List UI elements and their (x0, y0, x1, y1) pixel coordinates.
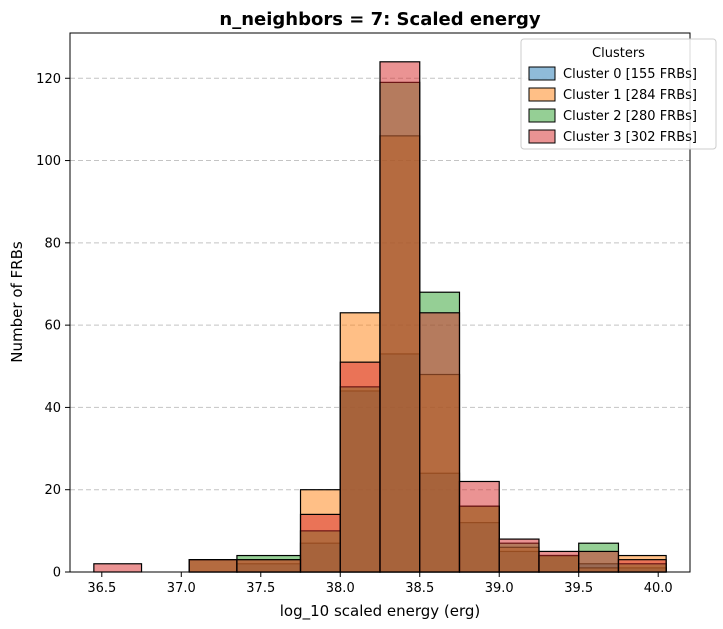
legend-label-3: Cluster 3 [302 FRBs] (563, 130, 697, 145)
y-tick-label-5: 100 (36, 154, 61, 169)
x-tick-label-3: 38.0 (326, 581, 355, 596)
legend-swatch-3 (528, 129, 556, 144)
y-tick-label-3: 60 (44, 319, 61, 334)
y-tick-label-2: 40 (44, 401, 61, 416)
bar-series3-bin4 (299, 513, 341, 573)
bar-series3-bin12 (617, 559, 667, 573)
y-axis: 0 20 40 60 80 100 120 (36, 72, 70, 581)
legend-swatch-2 (528, 108, 556, 123)
legend-title: Clusters (592, 46, 645, 61)
x-tick-label-5: 39.0 (485, 581, 514, 596)
y-tick-label-4: 80 (44, 236, 61, 251)
x-axis-title: log_10 scaled energy (erg) (280, 602, 481, 621)
legend: Clusters Cluster 0 [155 FRBs] Cluster 1 [2… (520, 38, 717, 150)
y-tick-label-1: 20 (44, 483, 61, 498)
bar-series3-bin2 (188, 559, 238, 573)
legend-label-2: Cluster 2 [280 FRBs] (563, 109, 697, 124)
legend-box (520, 38, 717, 150)
y-axis-title: Number of FRBs (8, 241, 26, 363)
bar-series3-bin9 (498, 538, 540, 573)
y-tick-label-0: 0 (53, 566, 61, 581)
legend-swatch-0 (528, 66, 556, 81)
bar-series3-bin3 (236, 559, 302, 573)
y-tick-label-6: 120 (36, 72, 61, 87)
x-tick-label-1: 37.0 (167, 581, 196, 596)
chart-title: n_neighbors = 7: Scaled energy (219, 9, 540, 30)
bar-series3-bin0 (93, 563, 143, 573)
x-tick-label-2: 37.5 (246, 581, 275, 596)
plot-frame (69, 32, 691, 573)
bar-series3-bin6 (379, 61, 421, 573)
x-axis: 36.5 37.0 37.5 38.0 38.5 39.0 39.5 40.0 (87, 572, 673, 596)
x-tick-label-4: 38.5 (405, 581, 434, 596)
bar-series3-bin10 (538, 550, 580, 573)
bar-series3-bin5 (339, 361, 381, 573)
legend-label-1: Cluster 1 [284 FRBs] (563, 88, 697, 103)
bar-series3-bin11 (578, 550, 620, 573)
x-tick-label-0: 36.5 (87, 581, 116, 596)
histogram-bars (93, 61, 667, 573)
legend-label-0: Cluster 0 [155 FRBs] (563, 67, 697, 82)
bar-series3-bin7 (419, 312, 461, 573)
legend-swatch-1 (528, 87, 556, 102)
bar-series3-bin8 (458, 480, 500, 573)
x-tick-label-6: 39.5 (564, 581, 593, 596)
x-tick-label-7: 40.0 (644, 581, 673, 596)
